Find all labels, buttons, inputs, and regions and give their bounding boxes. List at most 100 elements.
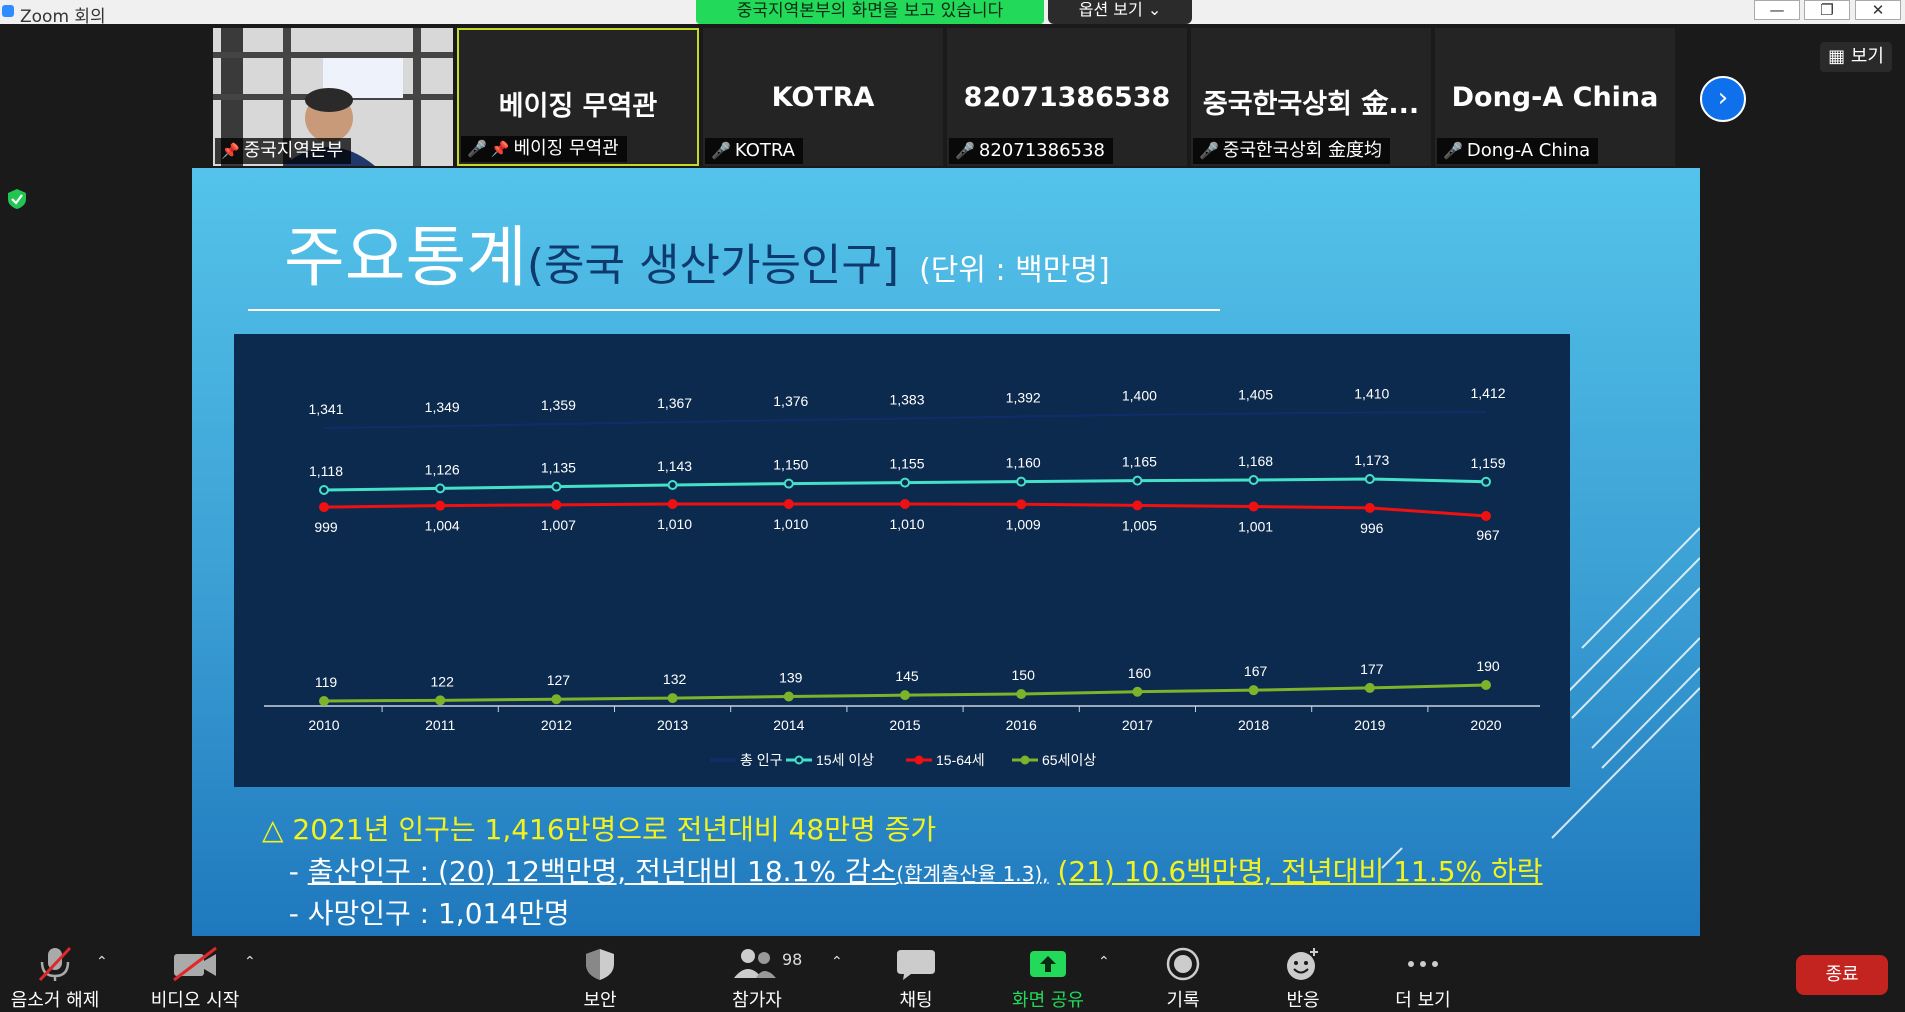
- mic-muted-icon: [38, 946, 72, 982]
- unmute-button[interactable]: 음소거 해제: [0, 940, 110, 1011]
- chevron-down-icon: ⌄: [1147, 0, 1162, 19]
- mic-muted-icon: 🎤: [467, 139, 487, 158]
- slide-title-unit: (단위 : 백만명]: [919, 253, 1110, 288]
- record-icon: [1166, 947, 1200, 981]
- participant-video: [213, 28, 453, 166]
- data-label: 1,150: [773, 457, 808, 473]
- restore-button[interactable]: ❐: [1804, 0, 1850, 20]
- title-divider: [248, 309, 1220, 311]
- view-options-button[interactable]: 옵션 보기 ⌄: [1048, 0, 1192, 24]
- data-label: 1,004: [425, 518, 460, 534]
- participant-label: 🎤 82071386538: [949, 138, 1113, 164]
- legend-label: 총 인구: [740, 752, 783, 768]
- data-point: [667, 480, 678, 490]
- chat-button[interactable]: 채팅: [861, 940, 971, 1011]
- data-point: [783, 499, 794, 509]
- data-label: 1,010: [889, 516, 924, 532]
- data-label: 1,173: [1354, 452, 1389, 468]
- start-video-label: 비디오 시작: [150, 990, 240, 1011]
- legend-label: 65세이상: [1042, 752, 1096, 768]
- data-label: 1,001: [1238, 519, 1273, 535]
- legend-marker: [1020, 755, 1030, 765]
- record-button[interactable]: 기록: [1128, 940, 1238, 1011]
- participants-label: 참가자: [732, 990, 782, 1011]
- data-point: [1248, 475, 1259, 485]
- legend-label: 15세 이상: [816, 752, 874, 768]
- data-label: 1,007: [541, 517, 576, 533]
- participant-label: 🎤 📌 베이징 무역관: [461, 136, 627, 162]
- participant-tile[interactable]: 82071386538 🎤 82071386538: [947, 28, 1187, 166]
- video-options-caret[interactable]: ⌃: [244, 954, 256, 970]
- data-label: 1,341: [308, 401, 343, 417]
- data-point: [783, 478, 794, 489]
- data-point: [319, 696, 329, 706]
- view-options-label: 옵션 보기: [1078, 0, 1143, 19]
- next-participants-button[interactable]: ›: [1700, 76, 1746, 122]
- participant-tile[interactable]: 중국한국상회 金... 🎤 중국한국상회 金度均: [1191, 28, 1431, 166]
- security-button[interactable]: 보안: [545, 940, 655, 1011]
- minimize-button[interactable]: —: [1754, 0, 1800, 20]
- window-title: Zoom 회의: [20, 7, 106, 27]
- end-meeting-button[interactable]: 종료: [1796, 955, 1888, 995]
- x-tick-label: 2016: [1006, 717, 1037, 733]
- share-options-caret[interactable]: ⌃: [1098, 954, 1110, 970]
- participant-name: 중국한국상회 金...: [1202, 89, 1420, 120]
- slide-bullets: △ 2021년 인구는 1,416만명으로 전년대비 48만명 증가 - 출산인…: [262, 808, 1543, 932]
- participant-tile[interactable]: KOTRA 🎤 KOTRA: [703, 28, 943, 166]
- data-label: 1,359: [541, 397, 576, 413]
- participant-name: 82071386538: [963, 82, 1171, 113]
- participants-button[interactable]: 참가자: [702, 940, 812, 1011]
- data-label: 1,135: [541, 460, 576, 476]
- x-tick-label: 2011: [425, 717, 455, 733]
- data-label: 1,367: [657, 395, 692, 411]
- x-tick-label: 2017: [1122, 717, 1153, 733]
- slide-title-main: 주요통계: [284, 219, 527, 296]
- data-label: 160: [1128, 665, 1152, 681]
- data-label: 1,168: [1238, 453, 1273, 469]
- data-label: 1,160: [1006, 455, 1041, 471]
- data-point: [551, 481, 562, 492]
- data-point: [551, 694, 562, 705]
- meeting-toolbar: 음소거 해제 ⌃ 비디오 시작 ⌃ 보안 참가자 98 ⌃ 채팅: [0, 940, 1905, 1011]
- participants-options-caret[interactable]: ⌃: [831, 954, 843, 970]
- chart-canvas: 2010 2011 2012 2013 2014 2015 2016 2017 2018 2019…: [264, 385, 1540, 768]
- data-point: [1364, 502, 1375, 513]
- data-point: [1364, 682, 1375, 693]
- x-tick-label: 2018: [1238, 717, 1269, 733]
- data-point: [319, 485, 329, 495]
- data-label: 1,005: [1122, 517, 1157, 533]
- data-label: 190: [1476, 658, 1500, 674]
- share-screen-button[interactable]: 화면 공유: [993, 940, 1103, 1011]
- legend-marker: [794, 755, 804, 765]
- unmute-label: 음소거 해제: [10, 990, 100, 1011]
- participant-tile-active-speaker[interactable]: 베이징 무역관 🎤 📌 베이징 무역관: [457, 28, 699, 166]
- start-video-button[interactable]: 비디오 시작: [140, 940, 250, 1011]
- data-label: 127: [547, 672, 571, 688]
- bullet-deaths: - 사망인구 : 1,014만명: [288, 897, 570, 930]
- bullet-population: △ 2021년 인구는 1,416만명으로 전년대비 48만명 증가: [262, 813, 937, 846]
- x-tick-label: 2013: [657, 717, 688, 733]
- data-label: 1,126: [425, 461, 460, 477]
- data-point: [1481, 680, 1491, 690]
- participant-tile-video[interactable]: 📌 중국지역본부: [213, 28, 453, 166]
- data-point: [1016, 499, 1027, 510]
- encryption-shield-icon[interactable]: [6, 188, 28, 210]
- data-label: 1,376: [773, 393, 808, 409]
- x-tick-label: 2019: [1354, 717, 1385, 733]
- reactions-button[interactable]: 반응: [1248, 940, 1358, 1011]
- view-button[interactable]: ▦ 보기: [1820, 42, 1892, 72]
- data-point: [319, 502, 329, 513]
- more-button[interactable]: 더 보기: [1368, 940, 1478, 1011]
- data-label: 119: [315, 674, 338, 690]
- close-window-button[interactable]: ✕: [1855, 0, 1901, 20]
- data-label: 1,392: [1006, 390, 1041, 406]
- pin-icon: 📌: [221, 142, 240, 160]
- participant-name: 베이징 무역관: [498, 91, 658, 122]
- more-label: 더 보기: [1395, 990, 1451, 1011]
- data-label: 1,159: [1470, 455, 1505, 471]
- participant-tile[interactable]: Dong-A China 🎤 Dong-A China: [1435, 28, 1675, 166]
- audio-options-caret[interactable]: ⌃: [96, 954, 108, 970]
- participant-label: 🎤 Dong-A China: [1437, 138, 1599, 164]
- data-label: 167: [1244, 663, 1268, 679]
- chat-label: 채팅: [899, 990, 933, 1011]
